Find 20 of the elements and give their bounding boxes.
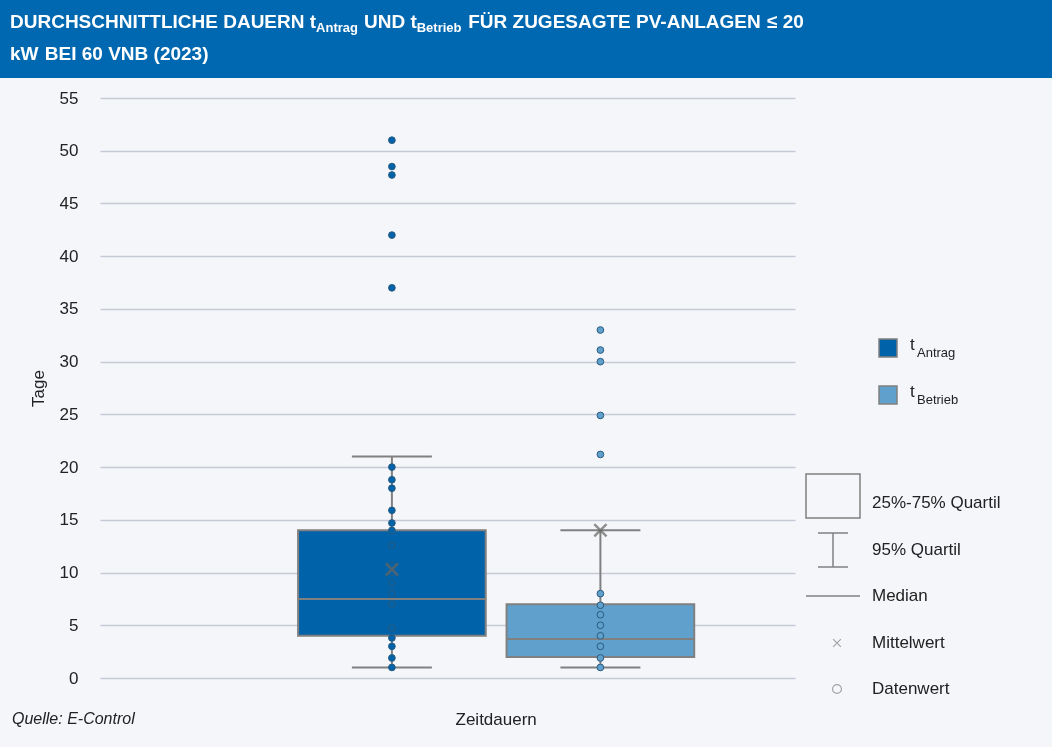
y-tick-label: 20: [59, 457, 79, 477]
source-note: Quelle: E-Control: [12, 710, 136, 727]
y-tick-label: 10: [59, 563, 79, 583]
y-tick-label: 15: [59, 510, 79, 530]
y-axis-title: Tage: [28, 370, 48, 407]
text: 95% Quartil: [872, 540, 961, 559]
text: Median: [872, 586, 928, 605]
y-tick-label: 25: [59, 404, 79, 424]
text: Datenwert: [872, 679, 950, 698]
x-axis-title: Zeitdauern: [455, 710, 537, 729]
y-tick-label: 35: [59, 299, 79, 319]
y-tick-label: 0: [69, 668, 79, 688]
text: 25%-75% Quartil: [872, 493, 1001, 512]
text: Mittelwert: [872, 633, 946, 652]
y-tick-label: 40: [59, 246, 79, 266]
y-tick-label: 5: [69, 615, 79, 635]
y-tick-label: 55: [59, 88, 79, 108]
y-tick-label: 30: [59, 352, 79, 372]
y-tick-label: 50: [59, 141, 79, 161]
y-tick-label: 45: [59, 193, 79, 213]
